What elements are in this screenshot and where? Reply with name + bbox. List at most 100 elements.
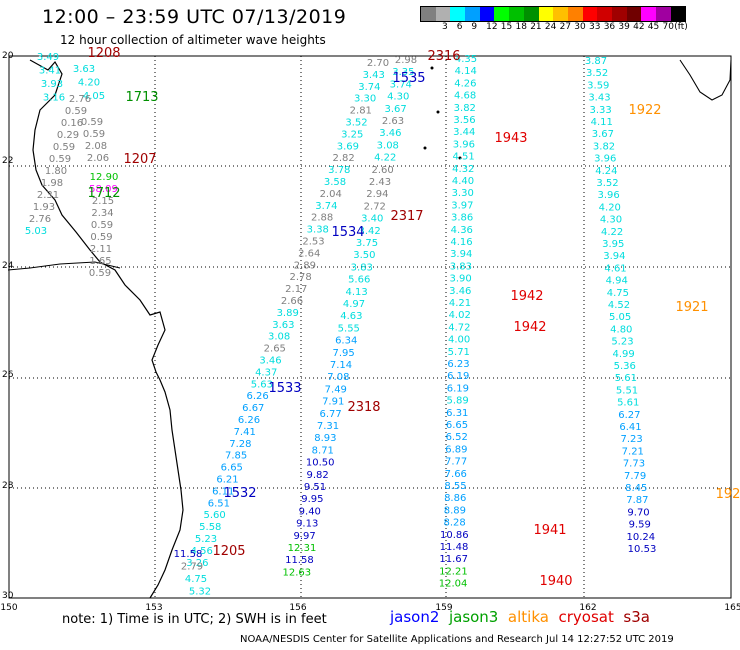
- color-scale-label: 18: [515, 22, 527, 32]
- lat-tick-label: 26: [2, 370, 14, 380]
- wave-height-value: 4.30: [600, 215, 622, 226]
- wave-height-value: 7.31: [317, 421, 339, 432]
- wave-height-value: 4.02: [449, 310, 471, 321]
- wave-height-value: 2.63: [382, 116, 404, 127]
- wave-height-value: 12.04: [439, 579, 468, 590]
- wave-height-value: 3.46: [259, 356, 281, 367]
- wave-height-value: 5.61: [615, 373, 637, 384]
- wave-height-value: 0.59: [81, 117, 103, 128]
- color-swatch: [538, 7, 554, 21]
- wave-height-value: 4.72: [448, 322, 470, 333]
- wave-height-value: 4.20: [78, 78, 100, 89]
- color-swatch: [465, 7, 480, 21]
- wave-height-value: 4.26: [454, 78, 476, 89]
- wave-height-value: 4.61: [604, 263, 626, 274]
- wave-height-value: 2.70: [367, 58, 389, 69]
- wave-height-value: 2.88: [311, 213, 333, 224]
- sat-jason2: jason2: [390, 608, 440, 626]
- wave-height-value: 5.89: [446, 396, 468, 407]
- island: [436, 110, 440, 114]
- wave-height-value: 8.55: [444, 481, 466, 492]
- wave-height-value: 4.68: [454, 91, 476, 102]
- color-swatch: [567, 7, 583, 21]
- wave-height-value: 6.19: [447, 371, 469, 382]
- wave-height-value: 0.59: [89, 268, 111, 279]
- wave-height-value: 3.67: [384, 104, 406, 115]
- color-scale-label: 27: [559, 22, 572, 32]
- wave-height-value: 2.11: [90, 244, 112, 255]
- wave-height-value: 3.83: [450, 261, 472, 272]
- wave-height-value: 8.45: [625, 483, 647, 494]
- color-scale-label: 42: [633, 22, 645, 32]
- wave-height-value: 4.63: [340, 311, 362, 322]
- wave-height-value: 3.89: [277, 308, 299, 319]
- wave-height-value: 3.38: [307, 225, 329, 236]
- wave-height-value: 2.31: [37, 190, 59, 201]
- color-scale-label: 33: [589, 22, 601, 32]
- wave-height-value: 9.51: [304, 482, 326, 493]
- footnote: note: 1) Time is in UTC; 2) SWH is in fe…: [62, 612, 327, 627]
- wave-height-value: 0.59: [53, 142, 75, 153]
- wave-height-value: 4.24: [595, 166, 617, 177]
- lon-tick-label: 156: [289, 603, 306, 613]
- wave-height-value: 4.94: [606, 276, 628, 287]
- lon-tick-label: 165: [724, 603, 740, 613]
- wave-height-value: 7.41: [234, 427, 256, 438]
- color-scale-label: 39: [618, 22, 630, 32]
- wave-height-value: 2.04: [320, 189, 342, 200]
- wave-height-value: 3.63: [73, 64, 95, 75]
- color-swatch: [421, 7, 436, 21]
- wave-height-value: 7.21: [622, 446, 644, 457]
- wave-height-value: 4.75: [607, 288, 629, 299]
- wave-height-value: 7.85: [225, 451, 247, 462]
- color-swatch: [670, 7, 686, 21]
- coastline: [29, 59, 184, 599]
- pass-time-label: 1208: [87, 46, 120, 61]
- wave-height-value: 7.91: [322, 397, 344, 408]
- wave-height-value: 2.53: [302, 237, 324, 248]
- wave-height-value: 7.08: [327, 372, 349, 383]
- wave-height-value: 3.95: [602, 239, 624, 250]
- wave-height-value: 11.67: [439, 554, 468, 565]
- wave-height-value: 4.37: [255, 367, 277, 378]
- wave-height-value: 3.93: [41, 79, 63, 90]
- wave-height-value: 6.19: [447, 383, 469, 394]
- wave-height-value: 3.96: [453, 139, 475, 150]
- wave-height-value: 2.79: [181, 562, 203, 573]
- wave-height-value: 0.59: [83, 129, 105, 140]
- color-swatch: [494, 7, 510, 21]
- wave-height-value: 2.17: [285, 284, 307, 295]
- lat-tick-label: 28: [2, 481, 14, 491]
- pass-time-label: 2317: [390, 209, 423, 224]
- wave-height-value: 2.43: [369, 177, 391, 188]
- pass-time-label: 1535: [392, 71, 425, 86]
- wave-height-value: 4.00: [448, 335, 470, 346]
- wave-height-value: 8.86: [444, 493, 466, 504]
- wave-height-value: 6.89: [445, 444, 467, 455]
- wave-height-value: 5.23: [195, 534, 217, 545]
- wave-height-value: 4.56: [191, 546, 213, 557]
- pass-time-label: 1534: [331, 225, 364, 240]
- wave-height-value: 3.74: [390, 79, 412, 90]
- sat-jason3: jason3: [448, 608, 499, 626]
- wave-height-value: 3.82: [593, 141, 615, 152]
- wave-height-value: 4.22: [601, 227, 623, 238]
- wave-height-value: 5.60: [203, 510, 225, 521]
- wave-height-value: 0.16: [61, 118, 83, 129]
- pass-time-label: 1940: [539, 574, 572, 589]
- pass-time-label: 1207: [123, 152, 156, 167]
- wave-height-value: 3.52: [586, 68, 608, 79]
- wave-height-value: 2.15: [92, 196, 114, 207]
- wave-height-value: 3.86: [451, 213, 473, 224]
- wave-height-value: 2.81: [350, 106, 372, 117]
- color-swatch: [435, 7, 451, 21]
- wave-height-value: 3.69: [337, 141, 359, 152]
- color-scale-label: 45: [647, 22, 660, 32]
- wave-height-value: 4.22: [374, 153, 396, 164]
- map-title: 12:00 – 23:59 UTC 07/13/2019: [42, 6, 347, 28]
- wave-height-value: 3.56: [453, 115, 475, 126]
- wave-height-value: 3.30: [452, 188, 474, 199]
- wave-height-value: 9.13: [296, 519, 318, 530]
- wave-height-value: 7.49: [325, 384, 347, 395]
- wave-height-value: 1.80: [45, 166, 67, 177]
